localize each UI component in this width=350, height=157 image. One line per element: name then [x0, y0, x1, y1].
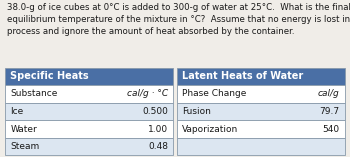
Bar [5, 120, 173, 138]
Text: 79.7: 79.7 [320, 107, 340, 116]
Text: Steam: Steam [10, 142, 40, 151]
Text: 0.48: 0.48 [148, 142, 168, 151]
Text: Water: Water [10, 125, 37, 134]
Text: Ice: Ice [10, 107, 23, 116]
Text: 540: 540 [322, 125, 340, 134]
Text: cal/g: cal/g [318, 89, 340, 98]
Bar [5, 138, 173, 155]
Text: 38.0-g of ice cubes at 0°C is added to 300-g of water at 25°C.  What is the fina: 38.0-g of ice cubes at 0°C is added to 3… [7, 3, 350, 36]
Bar [177, 103, 345, 120]
Bar [177, 68, 345, 85]
Bar [177, 138, 345, 155]
Text: Substance: Substance [10, 89, 58, 98]
Text: Specific Heats: Specific Heats [10, 71, 89, 81]
Text: Phase Change: Phase Change [182, 89, 246, 98]
Text: Vaporization: Vaporization [182, 125, 238, 134]
Text: Latent Heats of Water: Latent Heats of Water [182, 71, 303, 81]
Bar [5, 85, 173, 103]
Bar [5, 103, 173, 120]
Bar [177, 120, 345, 138]
Text: 1.00: 1.00 [148, 125, 168, 134]
Text: cal/g · °C: cal/g · °C [127, 89, 168, 98]
Text: Fusion: Fusion [182, 107, 211, 116]
Bar [177, 85, 345, 103]
Bar [5, 68, 173, 85]
Text: 0.500: 0.500 [142, 107, 168, 116]
